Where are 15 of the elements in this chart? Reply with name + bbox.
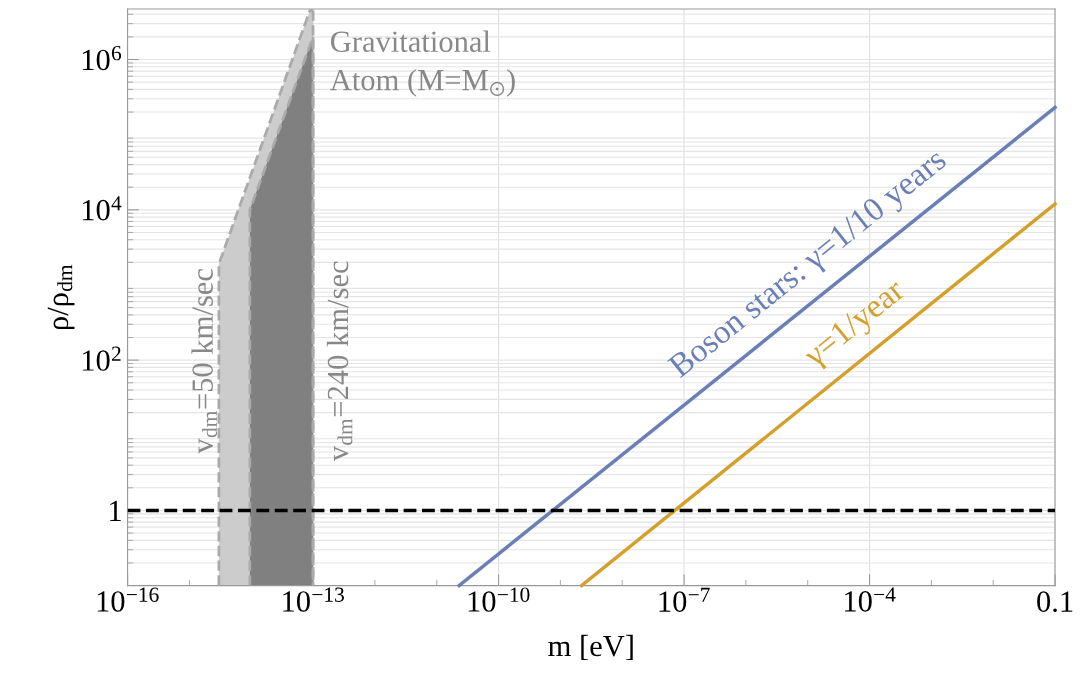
x-axis-title: m [eV] — [548, 634, 633, 661]
x-tick-label: 10$^{−16}$ — [97, 587, 159, 612]
y-axis-title: ρ/ρ$_{dm}$ — [47, 264, 75, 330]
annotation: v$_{dm}$=240 km/sec — [326, 261, 353, 462]
annotation: Gravitational Atom (M=M$_{⊙}$) — [330, 30, 515, 97]
y-tick-label: 10$^{2}$ — [82, 346, 121, 371]
x-tick-label: 10$^{−10}$ — [468, 587, 530, 612]
x-tick-label: 10$^{−4}$ — [845, 587, 896, 612]
y-tick-label: 10$^{6}$ — [82, 45, 122, 71]
annotation: v$_{dm}$=50 km/sec — [191, 269, 218, 454]
y-tick-label: 1 — [110, 500, 121, 522]
y-tick-label: 10$^{4}$ — [82, 196, 122, 221]
x-tick-label: 10$^{−13}$ — [283, 587, 344, 612]
x-tick-label: 10$^{−7}$ — [659, 587, 710, 612]
x-tick-label: 0.1 — [1037, 591, 1073, 613]
